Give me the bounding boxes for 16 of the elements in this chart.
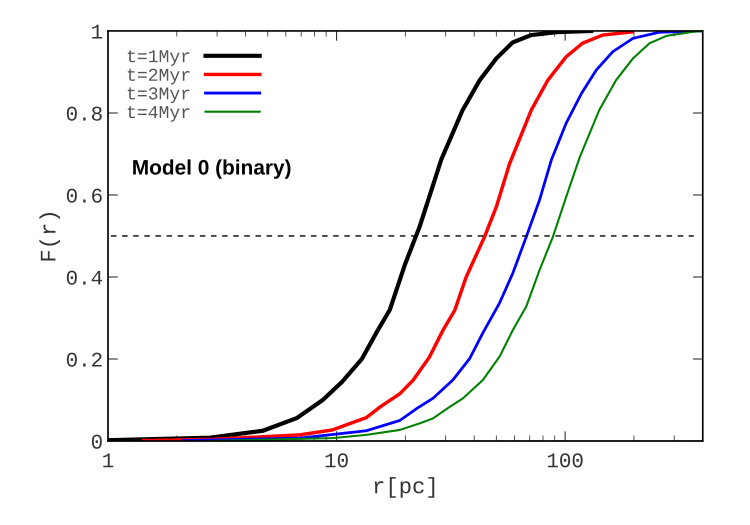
- y-tick-label: 0.4: [66, 270, 102, 285]
- y-tick-label: 1: [92, 24, 102, 39]
- y-tick-label: 0.6: [66, 188, 102, 203]
- legend-label: t=2Myr: [128, 68, 190, 84]
- annotation: Model 0 (binary): [133, 159, 290, 179]
- x-tick-label: 1: [103, 453, 114, 468]
- y-axis-title: F(r): [39, 213, 60, 261]
- legend-label: t=1Myr: [128, 50, 190, 66]
- x-tick-label: 100: [548, 453, 583, 468]
- y-tick-label: 0.2: [66, 352, 102, 367]
- x-axis-title: r[pc]: [374, 477, 434, 498]
- y-tick-label: 0.8: [66, 106, 102, 121]
- legend-label: t=3Myr: [128, 87, 190, 104]
- legend-label: t=4Myr: [128, 106, 190, 122]
- x-tick-label: 10: [326, 453, 348, 468]
- y-tick-label: 0: [92, 434, 102, 449]
